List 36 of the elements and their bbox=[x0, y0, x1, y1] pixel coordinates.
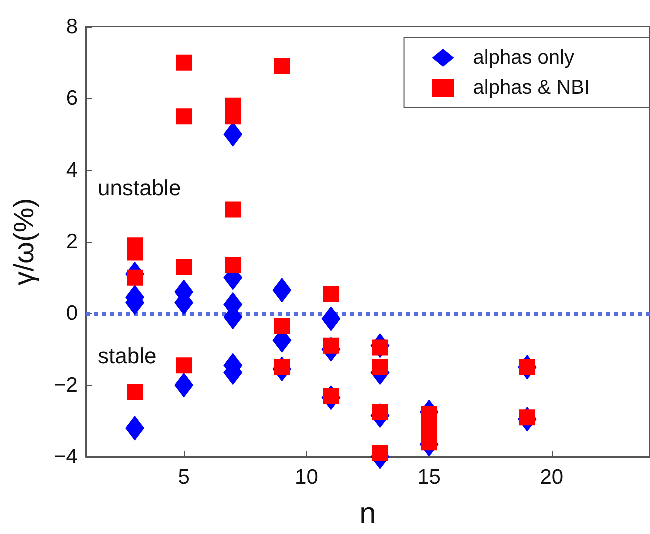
x-tick-label: 20 bbox=[540, 466, 564, 489]
point bbox=[126, 416, 145, 441]
x-tick-label: 15 bbox=[418, 466, 441, 489]
point bbox=[421, 406, 438, 422]
point bbox=[176, 108, 192, 125]
point bbox=[225, 202, 242, 218]
x-tick-label: 10 bbox=[295, 466, 318, 489]
y-tick-label: −2 bbox=[54, 374, 78, 397]
point bbox=[225, 108, 242, 125]
point bbox=[176, 358, 192, 374]
y-tick-label: 6 bbox=[66, 87, 78, 110]
y-axis-title: γ/ω(%) bbox=[8, 198, 40, 286]
point bbox=[225, 257, 242, 274]
x-axis-title: n bbox=[360, 498, 376, 530]
point bbox=[323, 286, 340, 302]
point bbox=[274, 58, 290, 74]
x-tick-label: 5 bbox=[178, 466, 190, 489]
point bbox=[322, 306, 341, 332]
point bbox=[421, 434, 438, 451]
point bbox=[127, 244, 144, 261]
point bbox=[176, 54, 192, 71]
legend-label: alphas only bbox=[473, 47, 574, 69]
annotation: unstable bbox=[98, 176, 182, 200]
y-tick-label: 8 bbox=[66, 16, 78, 38]
point bbox=[127, 384, 144, 400]
point bbox=[274, 318, 290, 334]
point bbox=[372, 359, 388, 376]
annotation: stable bbox=[98, 344, 157, 368]
y-tick-label: 4 bbox=[66, 158, 78, 182]
y-tick-label: 2 bbox=[66, 230, 78, 254]
point bbox=[272, 278, 292, 303]
point bbox=[174, 372, 194, 398]
y-tick-label: −4 bbox=[54, 446, 78, 468]
legend-label: alphas & NBI bbox=[473, 77, 590, 99]
point bbox=[176, 259, 192, 276]
y-tick-label: 0 bbox=[66, 302, 78, 326]
